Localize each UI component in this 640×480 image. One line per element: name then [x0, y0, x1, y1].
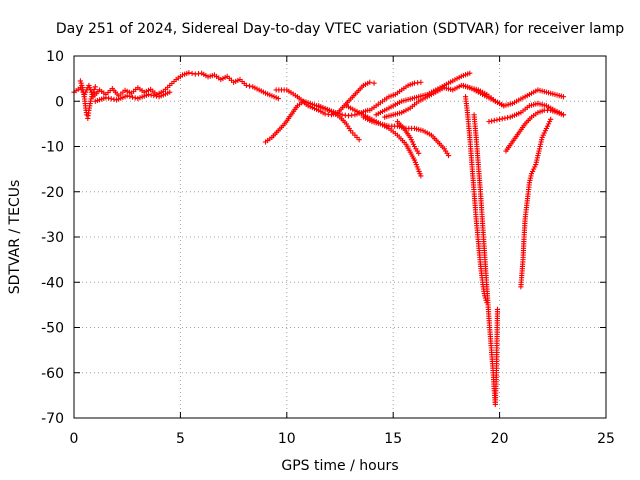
data-point: [502, 115, 508, 121]
series-track-o: [460, 82, 567, 109]
series-track-h: [360, 114, 452, 159]
y-tick-label: -70: [41, 411, 64, 427]
y-tick-label: 10: [46, 49, 64, 65]
series-track-c: [92, 89, 173, 104]
x-tick-label: 15: [384, 431, 402, 447]
x-axis-title: GPS time / hours: [281, 458, 398, 474]
x-tick-label: 0: [70, 431, 79, 447]
data-point: [186, 70, 192, 76]
series-track-a: [71, 70, 281, 102]
data-point: [108, 96, 114, 102]
data-point: [560, 112, 567, 118]
data-point: [153, 93, 160, 99]
data-point: [445, 152, 452, 159]
data-point: [418, 79, 424, 85]
x-tick-label: 10: [278, 431, 296, 447]
data-point: [246, 83, 253, 89]
data-point: [416, 150, 422, 156]
data-point: [560, 94, 567, 100]
chart-title: Day 251 of 2024, Sidereal Day-to-day VTE…: [56, 21, 624, 37]
data-marks: [71, 70, 567, 408]
data-point: [371, 80, 377, 86]
data-point: [111, 96, 117, 102]
data-point: [189, 70, 195, 77]
series-track-m: [462, 94, 490, 306]
series-track-b: [77, 78, 98, 122]
y-axis-title: SDTVAR / TECUs: [7, 180, 23, 295]
data-point: [124, 93, 130, 99]
data-point: [105, 95, 112, 101]
series-track-n: [471, 112, 501, 408]
y-tick-label: -40: [41, 275, 64, 291]
series-track-j: [373, 70, 473, 118]
data-point: [486, 119, 492, 125]
data-point: [497, 116, 503, 122]
plot-frame: [73, 55, 607, 419]
data-point: [103, 95, 109, 101]
data-point: [90, 89, 96, 95]
y-tick-label: -30: [41, 230, 64, 246]
data-point: [418, 173, 424, 179]
data-point: [489, 118, 495, 124]
y-tick-label: -20: [41, 185, 64, 201]
data-point: [167, 89, 173, 95]
data-point: [504, 115, 511, 121]
data-point: [148, 92, 154, 98]
data-point: [145, 91, 152, 98]
axis-ticks: 0 5 10 15 20 25 10 0 -10 -20 -30 -40 -50 -60 -70: [41, 49, 615, 447]
series-track-q: [503, 107, 567, 154]
series-track-r: [518, 116, 554, 290]
series-track-f: [316, 103, 362, 143]
data-point: [151, 92, 157, 99]
y-tick-label: -50: [41, 321, 64, 337]
data-point: [548, 116, 554, 122]
x-tick-label: 20: [491, 431, 509, 447]
y-tick-label: -10: [41, 140, 64, 156]
data-point: [91, 86, 97, 93]
data-point: [367, 79, 373, 85]
data-point: [356, 137, 362, 143]
grid: [74, 56, 606, 418]
data-point: [127, 93, 133, 100]
x-tick-label: 25: [597, 431, 615, 447]
data-point: [132, 95, 138, 101]
x-tick-label: 5: [176, 431, 185, 447]
data-point: [243, 82, 249, 89]
data-point: [499, 116, 505, 122]
series-track-i: [367, 79, 424, 113]
data-point: [92, 84, 98, 90]
data-point: [491, 117, 497, 124]
data-point: [494, 306, 501, 312]
data-point: [467, 70, 473, 76]
series-track-l: [394, 119, 422, 156]
data-point: [275, 95, 281, 102]
y-tick-label: 0: [55, 94, 64, 110]
y-tick-label: -60: [41, 366, 64, 382]
data-point: [129, 94, 136, 100]
data-point: [494, 117, 500, 123]
